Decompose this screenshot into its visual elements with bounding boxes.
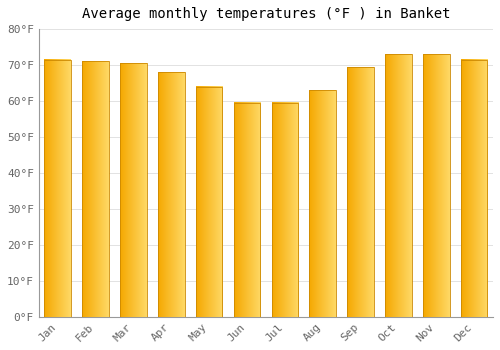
Bar <box>196 86 222 317</box>
Bar <box>44 60 71 317</box>
Bar <box>120 63 146 317</box>
Title: Average monthly temperatures (°F ) in Banket: Average monthly temperatures (°F ) in Ba… <box>82 7 450 21</box>
Bar <box>158 72 184 317</box>
Bar <box>234 103 260 317</box>
Bar <box>272 103 298 317</box>
Bar <box>348 67 374 317</box>
Bar <box>82 62 109 317</box>
Bar <box>461 60 487 317</box>
Bar <box>423 54 450 317</box>
Bar <box>310 90 336 317</box>
Bar <box>385 54 411 317</box>
